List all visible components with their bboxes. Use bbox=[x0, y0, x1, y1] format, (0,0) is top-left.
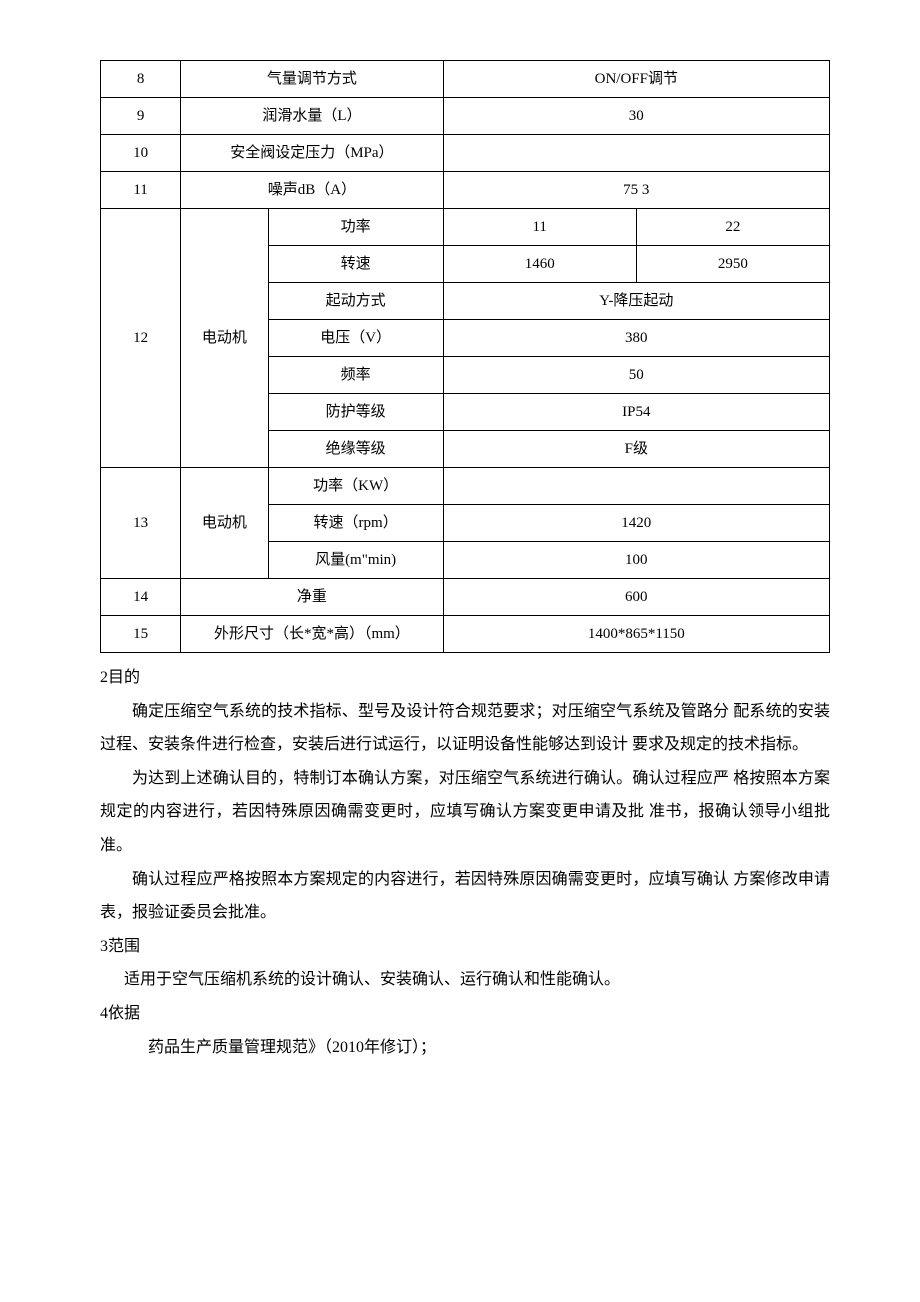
row-value: 75 3 bbox=[443, 172, 829, 209]
row-group: 电动机 bbox=[181, 468, 268, 579]
row-subparam: 转速（rpm） bbox=[268, 505, 443, 542]
row-param: 气量调节方式 bbox=[181, 61, 443, 98]
table-row: 10 安全阀设定压力（MPa） bbox=[101, 135, 830, 172]
section-2-para: 确定压缩空气系统的技术指标、型号及设计符合规范要求；对压缩空气系统及管路分 配系… bbox=[100, 695, 830, 762]
row-value: 1460 bbox=[443, 246, 636, 283]
row-no: 10 bbox=[101, 135, 181, 172]
row-subparam: 功率（KW） bbox=[268, 468, 443, 505]
row-value bbox=[443, 135, 829, 172]
table-row: 13 电动机 功率（KW） bbox=[101, 468, 830, 505]
row-param: 安全阀设定压力（MPa） bbox=[181, 135, 443, 172]
row-value: 1400*865*1150 bbox=[443, 616, 829, 653]
row-value: 30 bbox=[443, 98, 829, 135]
row-subparam: 风量(m"min) bbox=[268, 542, 443, 579]
row-value bbox=[443, 468, 829, 505]
row-subparam: 转速 bbox=[268, 246, 443, 283]
row-param: 噪声dB（A） bbox=[181, 172, 443, 209]
row-no: 12 bbox=[101, 209, 181, 468]
row-value: 50 bbox=[443, 357, 829, 394]
section-4-para: 药品生产质量管理规范》（2010年修订）； bbox=[100, 1031, 830, 1065]
row-value: 100 bbox=[443, 542, 829, 579]
table-row: 12 电动机 功率 11 22 bbox=[101, 209, 830, 246]
row-value: F级 bbox=[443, 431, 829, 468]
row-value: Y-降压起动 bbox=[443, 283, 829, 320]
row-param: 润滑水量（L） bbox=[181, 98, 443, 135]
document-body: 2目的 确定压缩空气系统的技术指标、型号及设计符合规范要求；对压缩空气系统及管路… bbox=[100, 661, 830, 1064]
row-value: 2950 bbox=[636, 246, 829, 283]
row-no: 14 bbox=[101, 579, 181, 616]
section-2-heading: 2目的 bbox=[100, 661, 830, 695]
row-no: 11 bbox=[101, 172, 181, 209]
row-subparam: 起动方式 bbox=[268, 283, 443, 320]
row-subparam: 绝缘等级 bbox=[268, 431, 443, 468]
row-no: 15 bbox=[101, 616, 181, 653]
section-3-para: 适用于空气压缩机系统的设计确认、安装确认、运行确认和性能确认。 bbox=[100, 963, 830, 997]
table-row: 11 噪声dB（A） 75 3 bbox=[101, 172, 830, 209]
row-subparam: 电压（V） bbox=[268, 320, 443, 357]
section-4-heading: 4依据 bbox=[100, 997, 830, 1031]
row-subparam: 功率 bbox=[268, 209, 443, 246]
row-group: 电动机 bbox=[181, 209, 268, 468]
row-no: 9 bbox=[101, 98, 181, 135]
row-value: 1420 bbox=[443, 505, 829, 542]
section-3-heading: 3范围 bbox=[100, 930, 830, 964]
section-2-para: 为达到上述确认目的，特制订本确认方案，对压缩空气系统进行确认。确认过程应严 格按… bbox=[100, 762, 830, 863]
row-no: 13 bbox=[101, 468, 181, 579]
table-row: 9 润滑水量（L） 30 bbox=[101, 98, 830, 135]
row-value: 22 bbox=[636, 209, 829, 246]
row-value: 600 bbox=[443, 579, 829, 616]
row-param: 外形尺寸（长*宽*高）（mm） bbox=[181, 616, 443, 653]
table-row: 14 净重 600 bbox=[101, 579, 830, 616]
spec-table: 8 气量调节方式 ON/OFF调节 9 润滑水量（L） 30 10 安全阀设定压… bbox=[100, 60, 830, 653]
row-value: IP54 bbox=[443, 394, 829, 431]
row-subparam: 防护等级 bbox=[268, 394, 443, 431]
table-row: 8 气量调节方式 ON/OFF调节 bbox=[101, 61, 830, 98]
row-value: ON/OFF调节 bbox=[443, 61, 829, 98]
table-row: 15 外形尺寸（长*宽*高）（mm） 1400*865*1150 bbox=[101, 616, 830, 653]
row-subparam: 频率 bbox=[268, 357, 443, 394]
row-param: 净重 bbox=[181, 579, 443, 616]
row-no: 8 bbox=[101, 61, 181, 98]
section-2-para: 确认过程应严格按照本方案规定的内容进行，若因特殊原因确需变更时，应填写确认 方案… bbox=[100, 863, 830, 930]
row-value: 380 bbox=[443, 320, 829, 357]
row-value: 11 bbox=[443, 209, 636, 246]
